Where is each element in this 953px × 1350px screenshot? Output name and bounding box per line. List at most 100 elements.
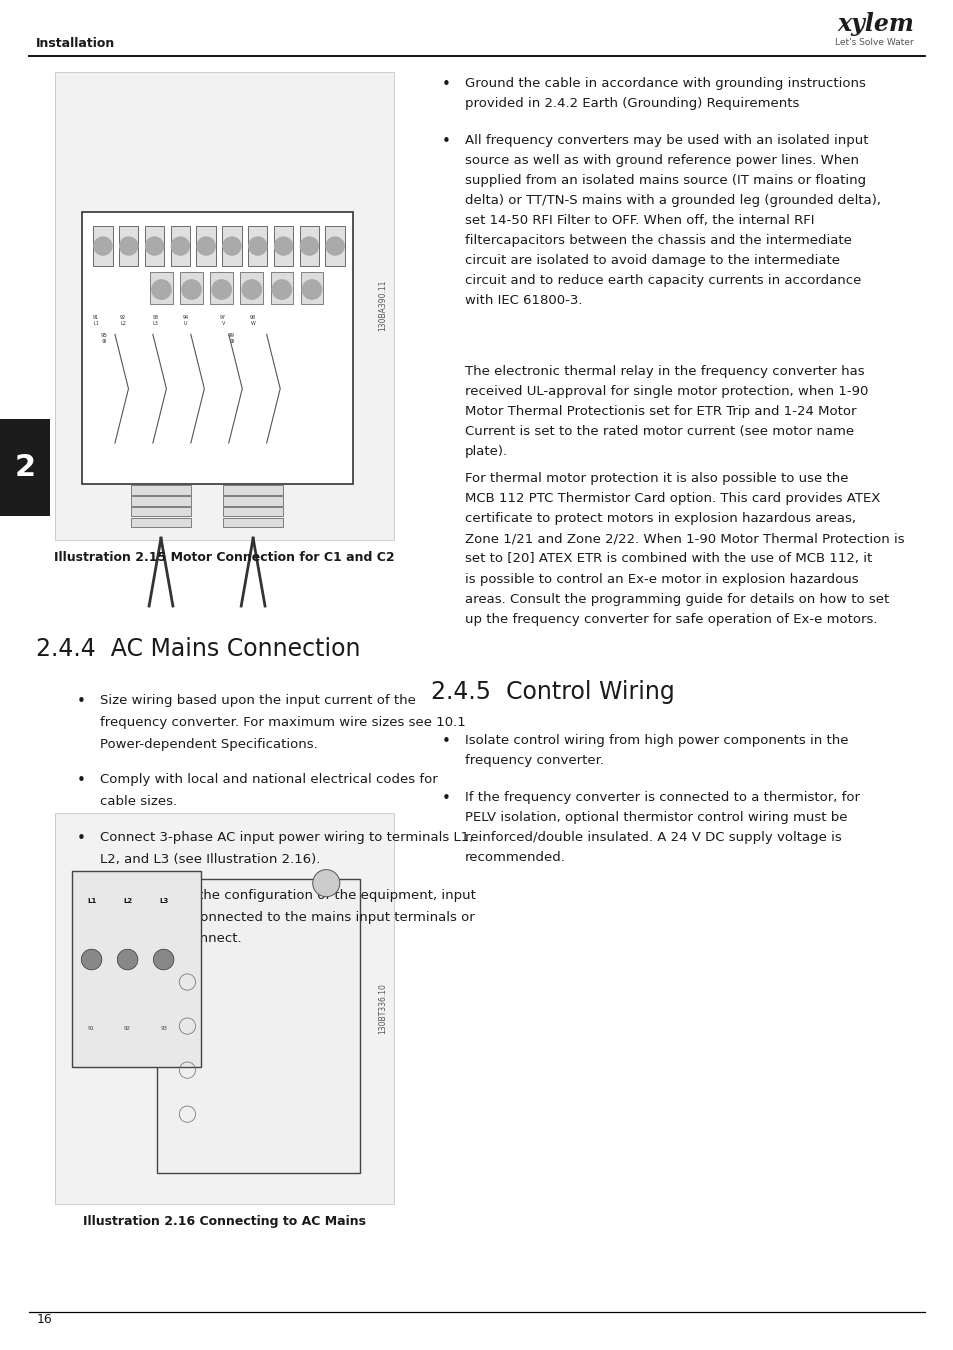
- Text: •: •: [76, 774, 86, 788]
- Text: up the frequency converter for safe operation of Ex-e motors.: up the frequency converter for safe oper…: [464, 613, 876, 626]
- Circle shape: [172, 238, 190, 255]
- Text: 93: 93: [160, 1026, 167, 1030]
- Text: plate).: plate).: [464, 446, 507, 458]
- Text: frequency converter. For maximum wire sizes see 10.1: frequency converter. For maximum wire si…: [100, 716, 465, 729]
- Text: filtercapacitors between the chassis and the intermediate: filtercapacitors between the chassis and…: [464, 234, 851, 247]
- Circle shape: [223, 238, 241, 255]
- Text: 91: 91: [88, 1026, 95, 1030]
- Circle shape: [182, 279, 201, 300]
- Text: Size wiring based upon the input current of the: Size wiring based upon the input current…: [100, 694, 416, 707]
- Text: set 14-50 RFI Filter to OFF. When off, the internal RFI: set 14-50 RFI Filter to OFF. When off, t…: [464, 215, 813, 227]
- Text: •: •: [76, 832, 86, 846]
- Text: the input disconnect.: the input disconnect.: [100, 933, 241, 945]
- Text: 94
U: 94 U: [182, 316, 189, 327]
- Bar: [271, 271, 293, 305]
- Text: cable sizes.: cable sizes.: [100, 795, 177, 809]
- Bar: [223, 495, 283, 505]
- Text: received UL-approval for single motor protection, when 1-90: received UL-approval for single motor pr…: [464, 385, 867, 398]
- Text: Let's Solve Water: Let's Solve Water: [835, 38, 913, 47]
- Text: 130BA390.11: 130BA390.11: [377, 279, 387, 332]
- Circle shape: [212, 279, 231, 300]
- Text: 95
⊕: 95 ⊕: [100, 332, 108, 343]
- Text: 98
W: 98 W: [250, 316, 256, 327]
- Circle shape: [153, 949, 173, 969]
- Circle shape: [197, 238, 215, 255]
- Text: •: •: [76, 888, 86, 905]
- Text: Illustration 2.16 Connecting to AC Mains: Illustration 2.16 Connecting to AC Mains: [83, 1215, 366, 1228]
- Text: 130BT336.10: 130BT336.10: [377, 983, 387, 1034]
- Text: MCB 112 PTC Thermistor Card option. This card provides ATEX: MCB 112 PTC Thermistor Card option. This…: [464, 493, 879, 505]
- Text: frequency converter.: frequency converter.: [464, 755, 603, 768]
- Text: circuit and to reduce earth capacity currents in accordance: circuit and to reduce earth capacity cur…: [464, 274, 860, 288]
- Bar: [82, 212, 353, 483]
- Text: areas. Consult the programming guide for details on how to set: areas. Consult the programming guide for…: [464, 593, 888, 606]
- Bar: [211, 271, 233, 305]
- Text: L2: L2: [123, 898, 132, 903]
- Text: 92
L2: 92 L2: [120, 316, 126, 327]
- Circle shape: [117, 949, 138, 969]
- Text: Comply with local and national electrical codes for: Comply with local and national electrica…: [100, 774, 437, 787]
- Text: Depending on the configuration of the equipment, input: Depending on the configuration of the eq…: [100, 888, 476, 902]
- Bar: [119, 225, 138, 266]
- Bar: [145, 225, 164, 266]
- Circle shape: [249, 238, 267, 255]
- Text: 91
L1: 91 L1: [92, 316, 99, 327]
- Text: set to [20] ATEX ETR is combined with the use of MCB 112, it: set to [20] ATEX ETR is combined with th…: [464, 552, 871, 566]
- Bar: [72, 872, 201, 1066]
- Text: 16: 16: [36, 1312, 52, 1326]
- Text: Current is set to the rated motor current (see motor name: Current is set to the rated motor curren…: [464, 425, 853, 437]
- Circle shape: [81, 949, 102, 969]
- Circle shape: [302, 279, 321, 300]
- Bar: [299, 225, 318, 266]
- Bar: [300, 271, 323, 305]
- Bar: [274, 225, 293, 266]
- Bar: [325, 225, 344, 266]
- Text: Ground the cable in accordance with grounding instructions: Ground the cable in accordance with grou…: [464, 77, 864, 90]
- Circle shape: [146, 238, 163, 255]
- Text: L2, and L3 (see Illustration 2.16).: L2, and L3 (see Illustration 2.16).: [100, 853, 320, 865]
- Text: with IEC 61800-3.: with IEC 61800-3.: [464, 294, 581, 308]
- Text: 93
L3: 93 L3: [152, 316, 158, 327]
- Text: •: •: [76, 694, 86, 709]
- Bar: [248, 225, 267, 266]
- Text: Isolate control wiring from high power components in the: Isolate control wiring from high power c…: [464, 734, 847, 748]
- Text: recommended.: recommended.: [464, 852, 565, 864]
- Circle shape: [313, 869, 339, 896]
- Bar: [223, 518, 283, 528]
- Text: 2.4.5  Control Wiring: 2.4.5 Control Wiring: [431, 680, 675, 705]
- Circle shape: [274, 238, 293, 255]
- Text: certificate to protect motors in explosion hazardous areas,: certificate to protect motors in explosi…: [464, 513, 855, 525]
- Bar: [55, 813, 394, 1204]
- Text: •: •: [441, 734, 451, 749]
- Text: circuit are isolated to avoid damage to the intermediate: circuit are isolated to avoid damage to …: [464, 254, 839, 267]
- Text: For thermal motor protection it is also possible to use the: For thermal motor protection it is also …: [464, 472, 847, 485]
- Text: Power-dependent Specifications.: Power-dependent Specifications.: [100, 737, 317, 751]
- Text: Connect 3-phase AC input power wiring to terminals L1,: Connect 3-phase AC input power wiring to…: [100, 832, 473, 844]
- Text: source as well as with ground reference power lines. When: source as well as with ground reference …: [464, 154, 858, 167]
- Text: •: •: [441, 134, 451, 148]
- Text: Installation: Installation: [36, 36, 115, 50]
- Circle shape: [300, 238, 318, 255]
- Text: All frequency converters may be used with an isolated input: All frequency converters may be used wit…: [464, 134, 867, 147]
- Text: 99
⊕: 99 ⊕: [228, 332, 234, 343]
- Text: 97
V: 97 V: [220, 316, 226, 327]
- Text: L3: L3: [159, 898, 168, 903]
- Text: The electronic thermal relay in the frequency converter has: The electronic thermal relay in the freq…: [464, 364, 863, 378]
- Bar: [132, 518, 191, 528]
- Bar: [196, 225, 215, 266]
- Circle shape: [152, 279, 171, 300]
- Circle shape: [93, 238, 112, 255]
- Text: PELV isolation, optional thermistor control wiring must be: PELV isolation, optional thermistor cont…: [464, 811, 846, 825]
- Bar: [150, 271, 172, 305]
- Text: Zone 1/21 and Zone 2/22. When 1-90 Motor Thermal Protection is: Zone 1/21 and Zone 2/22. When 1-90 Motor…: [464, 532, 903, 545]
- Circle shape: [272, 279, 292, 300]
- Text: supplied from an isolated mains source (IT mains or floating: supplied from an isolated mains source (…: [464, 174, 864, 186]
- Circle shape: [242, 279, 261, 300]
- Bar: [156, 879, 360, 1173]
- Text: If the frequency converter is connected to a thermistor, for: If the frequency converter is connected …: [464, 791, 859, 805]
- Text: xylem: xylem: [836, 12, 913, 36]
- Bar: [132, 485, 191, 494]
- Bar: [132, 506, 191, 517]
- Text: reinforced/double insulated. A 24 V DC supply voltage is: reinforced/double insulated. A 24 V DC s…: [464, 832, 841, 844]
- Bar: [132, 495, 191, 505]
